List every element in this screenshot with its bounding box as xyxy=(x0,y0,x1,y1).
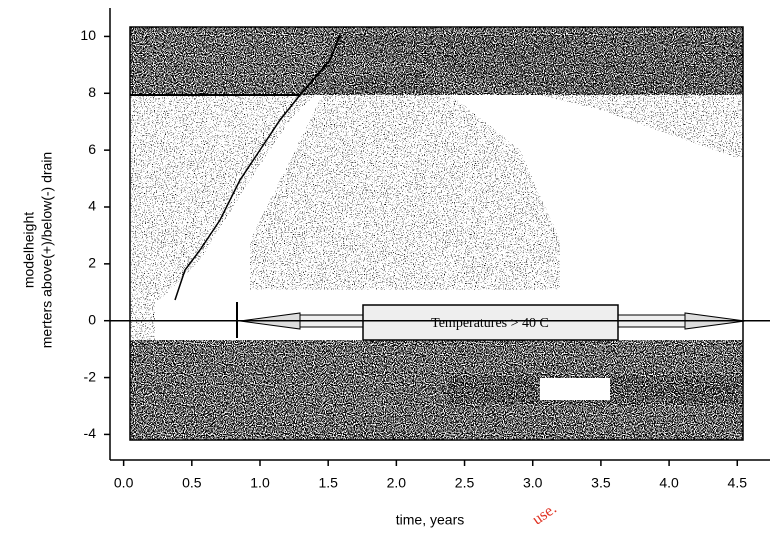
y-axis-label: merters above(+)/below(-) drain xyxy=(39,152,55,348)
y-tick-label: 8 xyxy=(88,84,96,100)
watermark: use. xyxy=(529,500,559,528)
x-tick-label: 4.0 xyxy=(659,475,679,491)
x-tick-label: 1.5 xyxy=(318,475,338,491)
annotation-text: Temperatures > 40 C xyxy=(431,316,549,331)
x-tick-label: 2.5 xyxy=(455,475,475,491)
y-axis-label: modelheight xyxy=(21,212,37,288)
x-tick-label: 0.0 xyxy=(114,475,134,491)
x-tick-label: 3.0 xyxy=(523,475,543,491)
y-tick-label: 0 xyxy=(88,311,96,327)
x-tick-label: 2.0 xyxy=(387,475,407,491)
y-tick-label: 4 xyxy=(88,198,96,214)
y-tick-label: -4 xyxy=(84,425,97,441)
y-tick-label: 2 xyxy=(88,255,96,271)
x-axis-label: time, years xyxy=(396,512,464,528)
x-tick-label: 1.0 xyxy=(250,475,270,491)
x-tick-label: 3.5 xyxy=(591,475,611,491)
x-tick-label: 4.5 xyxy=(728,475,748,491)
y-tick-label: -2 xyxy=(84,368,97,384)
density-field xyxy=(129,26,744,441)
y-tick-label: 6 xyxy=(88,141,96,157)
y-tick-label: 10 xyxy=(80,27,96,43)
x-tick-label: 0.5 xyxy=(182,475,202,491)
